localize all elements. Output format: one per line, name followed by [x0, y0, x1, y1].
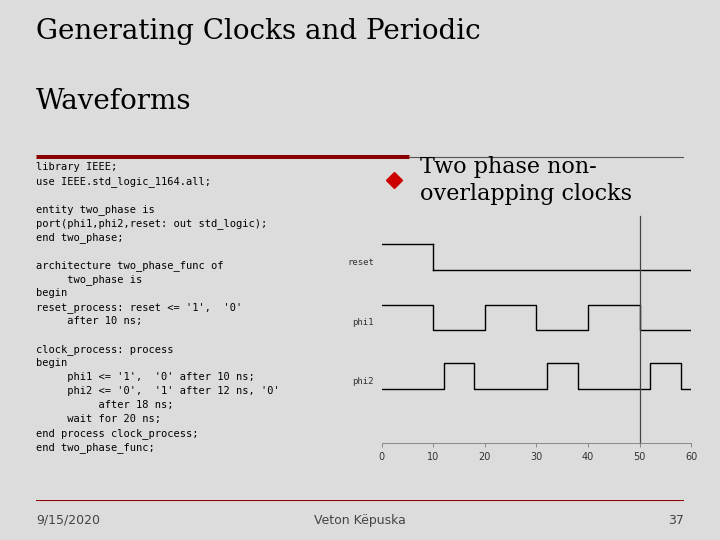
Text: end two_phase;: end two_phase;	[36, 232, 124, 243]
Text: use IEEE.std_logic_1164.all;: use IEEE.std_logic_1164.all;	[36, 176, 211, 187]
Text: port(phi1,phi2,reset: out std_logic);: port(phi1,phi2,reset: out std_logic);	[36, 218, 267, 229]
Text: Two phase non-
overlapping clocks: Two phase non- overlapping clocks	[420, 156, 631, 205]
Text: reset: reset	[347, 258, 374, 267]
Text: 9/15/2020: 9/15/2020	[36, 514, 100, 527]
Text: Waveforms: Waveforms	[36, 88, 192, 115]
Text: wait for 20 ns;: wait for 20 ns;	[36, 414, 161, 424]
Text: phi1 <= '1',  '0' after 10 ns;: phi1 <= '1', '0' after 10 ns;	[36, 372, 255, 382]
Text: phi2 <= '0',  '1' after 12 ns, '0': phi2 <= '0', '1' after 12 ns, '0'	[36, 386, 280, 396]
Text: Generating Clocks and Periodic: Generating Clocks and Periodic	[36, 18, 481, 45]
Text: reset_process: reset <= '1',  '0': reset_process: reset <= '1', '0'	[36, 302, 242, 313]
Text: begin: begin	[36, 358, 67, 368]
Text: architecture two_phase_func of: architecture two_phase_func of	[36, 260, 223, 271]
Text: Veton Këpuska: Veton Këpuska	[314, 514, 406, 527]
Text: library IEEE;: library IEEE;	[36, 162, 117, 172]
Text: 37: 37	[668, 514, 684, 527]
Text: after 10 ns;: after 10 ns;	[36, 316, 143, 326]
Text: entity two_phase is: entity two_phase is	[36, 204, 155, 215]
Text: phi2: phi2	[352, 376, 374, 386]
Text: after 18 ns;: after 18 ns;	[36, 400, 174, 410]
Text: end two_phase_func;: end two_phase_func;	[36, 442, 155, 453]
Text: begin: begin	[36, 288, 67, 298]
Text: phi1: phi1	[352, 318, 374, 327]
Text: clock_process: process: clock_process: process	[36, 344, 174, 355]
Text: two_phase is: two_phase is	[36, 274, 143, 285]
Text: end process clock_process;: end process clock_process;	[36, 428, 199, 438]
